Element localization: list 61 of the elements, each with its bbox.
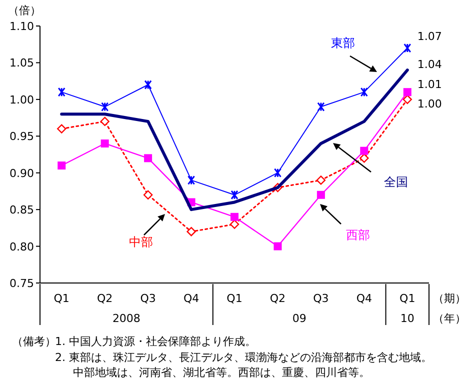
text: 1. 中国人力資源・社会保障部より作成。 xyxy=(55,335,256,348)
x-axis-title: （期） xyxy=(433,292,466,305)
data-label: 1.04 xyxy=(417,58,442,72)
text: 全国 xyxy=(384,175,408,189)
x-tick-label: Q2 xyxy=(96,292,113,305)
point xyxy=(274,242,282,250)
y-axis-title: （倍） xyxy=(8,4,41,17)
x-tick-label: Q1 xyxy=(400,292,416,305)
point xyxy=(100,139,109,148)
y-tick-label: 0.80 xyxy=(10,240,34,254)
point xyxy=(274,168,282,178)
x-tick-label: Q4 xyxy=(356,292,372,305)
data-label: 1.01 xyxy=(417,78,442,92)
point xyxy=(404,43,412,53)
text: 東部 xyxy=(331,36,355,50)
y-tick-label: 1.10 xyxy=(10,20,34,33)
y-tick-label: 1.05 xyxy=(10,56,34,70)
point xyxy=(317,102,325,112)
text: 西部 xyxy=(346,228,370,242)
point xyxy=(316,176,326,185)
text: 2. 東部は、珠江デルタ、長江デルタ、環渤海などの沿海部都市を含む地域。 xyxy=(55,351,432,364)
point xyxy=(100,116,110,126)
point xyxy=(186,227,196,236)
point xyxy=(144,154,152,162)
point xyxy=(57,124,66,134)
text: 中部 xyxy=(129,235,153,249)
point xyxy=(230,220,240,229)
line-series xyxy=(60,68,409,212)
point xyxy=(58,87,66,97)
point xyxy=(143,190,153,200)
y-tick-label: 1.00 xyxy=(10,93,34,106)
data-label: 1.00 xyxy=(417,97,442,110)
x-tick-label: Q3 xyxy=(313,292,329,305)
text: 中部地域は、河南省、湖北省等。西部は、重慶、四川省等。 xyxy=(73,366,370,379)
y-tick-label: 0.75 xyxy=(10,277,34,290)
point xyxy=(101,102,109,112)
point xyxy=(360,154,369,163)
x-tick-label: Q1 xyxy=(226,292,242,305)
point xyxy=(230,190,238,200)
point xyxy=(360,146,368,155)
y-tick-label: 0.85 xyxy=(10,204,34,217)
text: 10 xyxy=(400,312,414,325)
point xyxy=(402,94,412,104)
text: 09 xyxy=(292,312,306,325)
point xyxy=(403,88,412,96)
x-tick-label: Q4 xyxy=(183,292,200,305)
text: （年） xyxy=(433,312,466,325)
point xyxy=(58,162,66,170)
text: 2008 xyxy=(112,312,140,325)
y-tick-label: 0.90 xyxy=(10,166,34,180)
data-label: 1.07 xyxy=(417,30,442,44)
point xyxy=(316,190,325,199)
x-tick-label: Q2 xyxy=(270,292,286,305)
point xyxy=(230,212,238,221)
x-tick-label: Q1 xyxy=(54,292,70,305)
y-tick-label: 0.95 xyxy=(10,130,34,144)
text: （備考） xyxy=(12,335,56,348)
point xyxy=(144,80,152,90)
point xyxy=(188,175,196,185)
x-tick-label: Q3 xyxy=(140,292,156,305)
point xyxy=(360,87,368,97)
